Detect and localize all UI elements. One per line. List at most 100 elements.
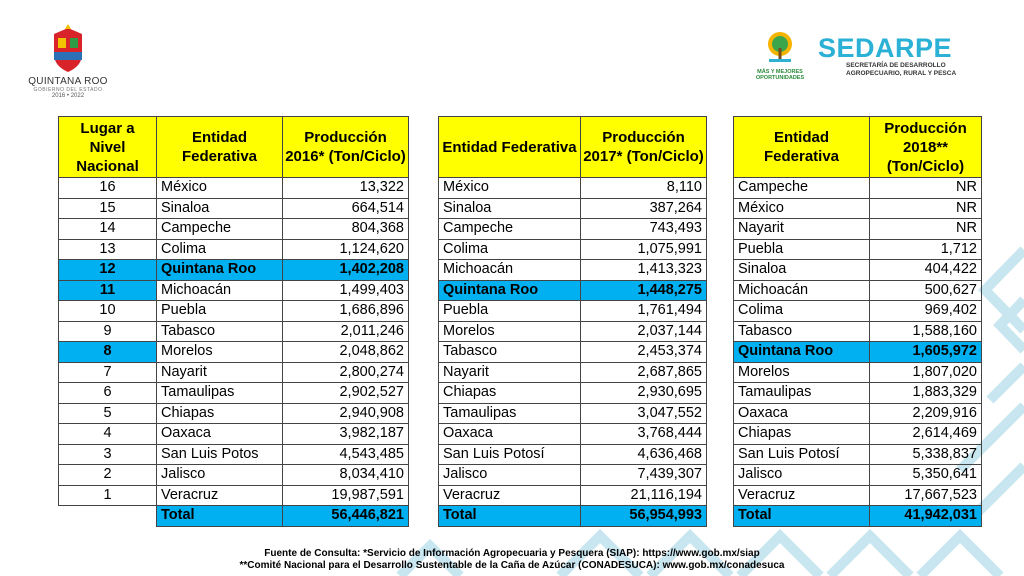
table-row: Quintana Roo 1,448,275 (438, 279, 707, 301)
state-cell: Oaxaca (733, 402, 870, 424)
table-row: Veracruz 17,667,523 (733, 484, 982, 506)
value-cell: NR (869, 197, 982, 219)
table-row: Morelos 1,807,020 (733, 361, 982, 383)
state-cell: Quintana Roo (156, 259, 283, 281)
rank-cell: 2 (58, 464, 157, 486)
value-cell: 1,712 (869, 238, 982, 260)
state-cell: Jalisco (733, 464, 870, 486)
value-cell: 387,264 (580, 197, 707, 219)
state-cell: Oaxaca (156, 423, 283, 445)
rank-cell: 6 (58, 382, 157, 404)
table-row: Veracruz 21,116,194 (438, 484, 707, 506)
value-cell: 1,588,160 (869, 320, 982, 342)
state-cell: Morelos (438, 320, 581, 342)
table-row: 12 Quintana Roo 1,402,208 (58, 259, 409, 281)
sedarpe-logo: MÁS Y MEJORES OPORTUNIDADES SEDARPE SECR… (750, 30, 970, 90)
state-cell: Tabasco (156, 320, 283, 342)
header-state: Entidad Federativa (438, 116, 581, 178)
table-row: San Luis Potosí 5,338,837 (733, 443, 982, 465)
table-row: Campeche 743,493 (438, 218, 707, 240)
state-cell: Puebla (733, 238, 870, 260)
table-row: Oaxaca 2,209,916 (733, 402, 982, 424)
state-cell: Jalisco (438, 464, 581, 486)
value-cell: 8,110 (580, 177, 707, 199)
state-cell: Veracruz (156, 484, 283, 506)
table-row: México 8,110 (438, 177, 707, 199)
table-row: Morelos 2,037,144 (438, 320, 707, 342)
table-row: Chiapas 2,614,469 (733, 423, 982, 445)
source-footer: Fuente de Consulta: *Servicio de Informa… (0, 548, 1024, 572)
rank-cell: 3 (58, 443, 157, 465)
table-row: Nayarit NR (733, 218, 982, 240)
table-row: Puebla 1,712 (733, 238, 982, 260)
value-cell: 2,037,144 (580, 320, 707, 342)
value-cell: 2,902,527 (282, 382, 409, 404)
value-cell: NR (869, 218, 982, 240)
state-cell: Veracruz (438, 484, 581, 506)
state-cell: Tabasco (733, 320, 870, 342)
table-row: 7 Nayarit 2,800,274 (58, 361, 409, 383)
table-row: 16 México 13,322 (58, 177, 409, 199)
table-row: México NR (733, 197, 982, 219)
tree-icon (768, 32, 792, 62)
table-row: 8 Morelos 2,048,862 (58, 341, 409, 363)
state-cell: Veracruz (733, 484, 870, 506)
value-cell: 2,687,865 (580, 361, 707, 383)
rank-cell: 5 (58, 402, 157, 424)
total-row: Total 56,446,821 (59, 505, 409, 527)
logo-years: 2016 • 2022 (51, 93, 85, 99)
value-cell: 13,322 (282, 177, 409, 199)
state-cell: Quintana Roo (733, 341, 870, 363)
table-row: Chiapas 2,930,695 (438, 382, 707, 404)
state-cell: México (156, 177, 283, 199)
total-row: Total 56,954,993 (438, 505, 707, 527)
state-cell: Colima (733, 300, 870, 322)
value-cell: 1,413,323 (580, 259, 707, 281)
state-cell: Tabasco (438, 341, 581, 363)
value-cell: 3,047,552 (580, 402, 707, 424)
state-cell: Puebla (156, 300, 283, 322)
rank-cell: 1 (58, 484, 157, 506)
state-cell: Michoacán (156, 279, 283, 301)
value-cell: 500,627 (869, 279, 982, 301)
state-cell: Michoacán (733, 279, 870, 301)
value-cell: 1,402,208 (282, 259, 409, 281)
state-cell: Chiapas (733, 423, 870, 445)
state-cell: Jalisco (156, 464, 283, 486)
rank-cell: 16 (58, 177, 157, 199)
table-row: Campeche NR (733, 177, 982, 199)
value-cell: 1,761,494 (580, 300, 707, 322)
value-cell: 664,514 (282, 197, 409, 219)
total-label: Total (156, 505, 283, 527)
value-cell: 1,807,020 (869, 361, 982, 383)
value-cell: 1,883,329 (869, 382, 982, 404)
value-cell: 2,940,908 (282, 402, 409, 424)
value-cell: 4,636,468 (580, 443, 707, 465)
total-blank (59, 506, 157, 527)
value-cell: 8,034,410 (282, 464, 409, 486)
value-cell: 804,368 (282, 218, 409, 240)
state-cell: Chiapas (156, 402, 283, 424)
value-cell: 1,075,991 (580, 238, 707, 260)
value-cell: 17,667,523 (869, 484, 982, 506)
value-cell: 404,422 (869, 259, 982, 281)
table-row: Colima 969,402 (733, 300, 982, 322)
state-cell: Morelos (733, 361, 870, 383)
value-cell: 3,768,444 (580, 423, 707, 445)
value-cell: 2,011,246 (282, 320, 409, 342)
header-production: Producción 2018** (Ton/Ciclo) (869, 116, 982, 178)
sedarpe-subtitle-2: AGROPECUARIO, RURAL Y PESCA (846, 69, 957, 77)
state-cell: Campeche (733, 177, 870, 199)
value-cell: 2,930,695 (580, 382, 707, 404)
state-cell: Sinaloa (438, 197, 581, 219)
sedarpe-subtitle-1: SECRETARÍA DE DESARROLLO (846, 62, 946, 69)
state-cell: Sinaloa (733, 259, 870, 281)
table-row: Michoacán 1,413,323 (438, 259, 707, 281)
state-cell: Chiapas (438, 382, 581, 404)
value-cell: 2,800,274 (282, 361, 409, 383)
production-table-2016: Lugar a Nivel Nacional Entidad Federativ… (58, 116, 409, 527)
value-cell: 743,493 (580, 218, 707, 240)
table-row: Tamaulipas 3,047,552 (438, 402, 707, 424)
value-cell: 2,614,469 (869, 423, 982, 445)
value-cell: 2,209,916 (869, 402, 982, 424)
